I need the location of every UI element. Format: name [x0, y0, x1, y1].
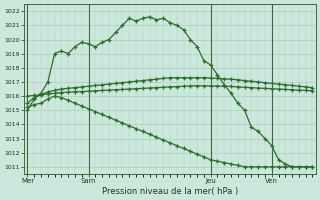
X-axis label: Pression niveau de la mer( hPa ): Pression niveau de la mer( hPa ) — [102, 187, 238, 196]
